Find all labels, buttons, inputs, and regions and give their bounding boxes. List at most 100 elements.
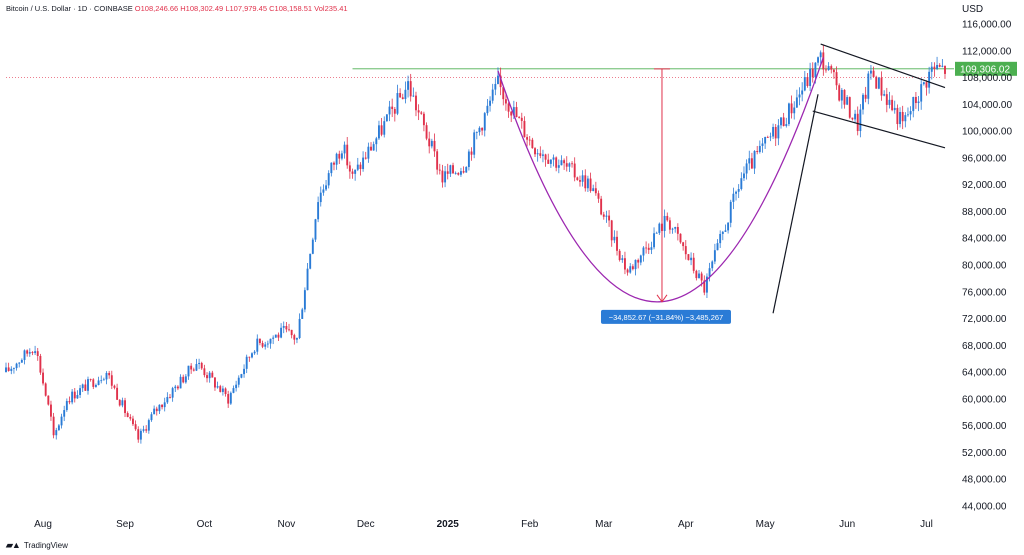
candle-body (20, 359, 23, 363)
candle-body (512, 107, 515, 116)
candle-body (87, 379, 89, 391)
candle-body (555, 157, 558, 168)
candle-body (780, 117, 782, 126)
time-tick-label: 2025 (437, 519, 460, 530)
candle-body (372, 144, 375, 151)
candle-body (92, 379, 95, 387)
candle-body (367, 146, 370, 159)
candle-body (401, 97, 404, 100)
candle-body (547, 159, 550, 164)
candle-body (317, 202, 320, 220)
candle-body (303, 290, 306, 310)
candle-body (684, 246, 687, 255)
candle-body (457, 172, 460, 175)
candle-body (65, 401, 68, 411)
candle-body (293, 335, 296, 340)
time-tick-label: Aug (34, 519, 52, 530)
candle-body (76, 395, 79, 399)
candle-body (777, 125, 780, 139)
flag-lower-line (812, 110, 946, 149)
candle-body (198, 362, 201, 365)
measure-label-text: −34,852.67 (−31.84%) −3,485,267 (609, 313, 723, 322)
candle-body (399, 93, 402, 98)
candle-body (388, 106, 391, 115)
candle-body (552, 157, 555, 160)
candle-body (126, 413, 129, 417)
candle-body (362, 157, 365, 170)
candle-body (645, 247, 648, 249)
candle-body (378, 125, 380, 139)
candle-body (195, 364, 198, 371)
candle-body (145, 429, 148, 431)
candle-body (179, 376, 182, 389)
candle-body (856, 113, 859, 132)
candle-body (602, 214, 605, 217)
candle-body (872, 70, 875, 77)
candle-body (764, 137, 767, 144)
candle-body (71, 391, 74, 403)
candle-body (711, 261, 714, 269)
candle-body (938, 64, 941, 67)
candle-body (100, 380, 103, 382)
candle-body (727, 222, 730, 231)
candle-body (288, 329, 290, 331)
candle-body (687, 254, 690, 261)
time-tick-label: Apr (678, 519, 694, 530)
candle-body (97, 380, 100, 385)
candle-body (383, 121, 386, 135)
candle-body (827, 66, 830, 71)
candle-body (795, 97, 798, 108)
candle-body (735, 191, 737, 194)
candle-body (256, 338, 259, 352)
candle-body (176, 386, 179, 389)
candle-body (251, 353, 253, 358)
low-value: L107,979.45 (225, 4, 268, 13)
candle-body (936, 64, 939, 69)
chart-legend: Bitcoin / U.S. Dollar · 1D · COINBASE O1… (6, 4, 348, 13)
current-price-label: 109,306.02 (960, 64, 1010, 75)
candle-body (579, 180, 581, 182)
candle-body (745, 163, 748, 174)
price-tick-label: 92,000.00 (962, 180, 1007, 191)
candle-body (899, 111, 901, 125)
candle-body (343, 144, 346, 154)
candle-body (515, 107, 518, 117)
brand-label: TradingView (23, 541, 68, 550)
candle-body (864, 94, 867, 99)
candle-body (774, 126, 777, 139)
candle-body (42, 372, 44, 384)
candle-body (586, 178, 589, 189)
candle-body (150, 414, 153, 421)
candle-body (507, 103, 510, 112)
close-value: C108,158.51 (269, 4, 313, 13)
candle-body (573, 163, 576, 178)
tradingview-brand[interactable]: ▰▲ TradingView (6, 540, 68, 551)
candle-body (811, 68, 814, 78)
price-tick-label: 72,000.00 (962, 314, 1007, 325)
candle-body (415, 95, 417, 111)
candle-body (766, 137, 769, 138)
candle-body (650, 247, 653, 250)
candle-body (814, 62, 817, 78)
cup-curve (497, 57, 824, 303)
price-tick-label: 88,000.00 (962, 207, 1007, 218)
time-tick-label: Jun (839, 519, 855, 530)
candle-body (12, 368, 15, 369)
candle-body (190, 365, 193, 370)
candle-body (721, 231, 724, 234)
candle-body (407, 81, 410, 90)
candle-body (26, 350, 29, 354)
candle-body (549, 159, 552, 164)
candle-body (113, 385, 116, 388)
candle-body (499, 75, 502, 88)
candle-body (467, 151, 470, 168)
candle-body (364, 157, 367, 159)
candle-body (184, 376, 187, 383)
candle-body (483, 113, 486, 131)
measure-label-box (600, 309, 731, 324)
candle-body (296, 338, 298, 340)
candle-body (523, 120, 526, 138)
price-tick-label: 84,000.00 (962, 234, 1007, 245)
candle-body (623, 258, 626, 270)
